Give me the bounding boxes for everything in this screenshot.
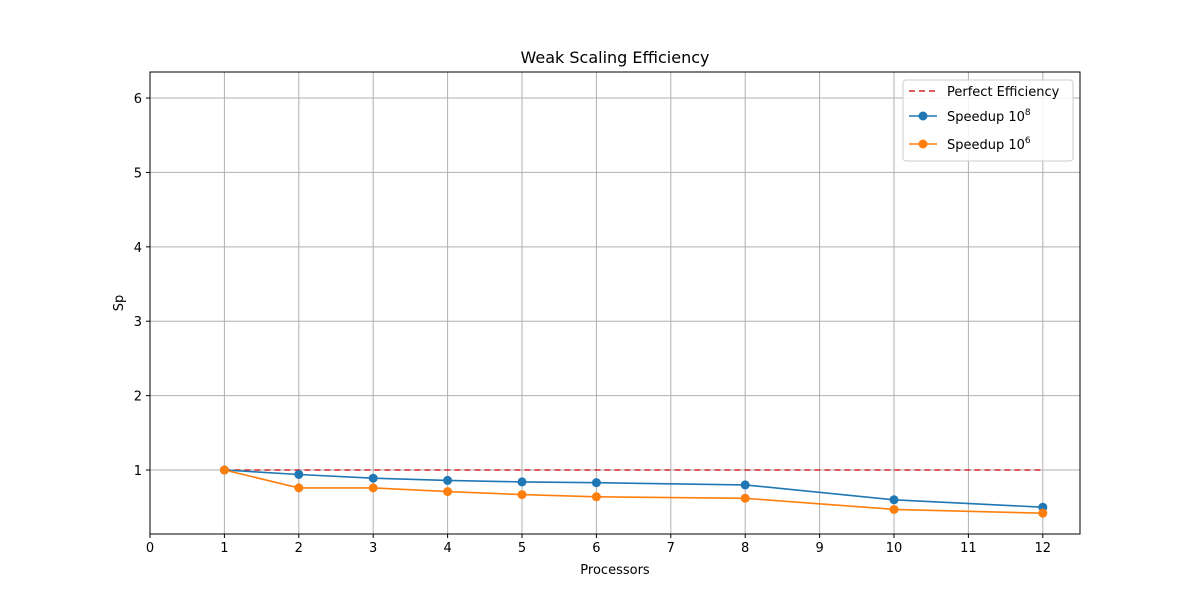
data-point [889,504,899,514]
y-tick-label: 3 [134,315,142,330]
y-tick-label: 4 [134,241,142,256]
x-tick-label: 11 [960,541,977,556]
data-point [591,478,601,488]
x-tick-label: 1 [220,541,228,556]
y-tick-label: 1 [134,464,142,479]
legend-label: Speedup 106 [947,136,1031,153]
x-tick-label: 7 [667,541,675,556]
data-point [889,495,899,505]
data-point [443,475,453,485]
data-point [740,480,750,490]
legend-label: Speedup 108 [947,108,1031,125]
data-point [1038,508,1048,518]
y-tick-label: 6 [134,92,142,107]
data-point [294,483,304,493]
data-point [368,483,378,493]
y-tick-label: 5 [134,166,142,181]
legend-marker [918,139,928,149]
data-point [368,473,378,483]
legend: Perfect Efficiency Speedup 108 Speedup 106 [902,79,1074,162]
x-tick-label: 4 [443,541,451,556]
y-tick-label: 2 [134,390,142,405]
data-point [219,465,229,475]
plot-area-frame [149,71,1081,535]
data-point [443,487,453,497]
x-tick-label: 6 [592,541,600,556]
x-tick-label: 12 [1035,541,1052,556]
x-tick-label: 10 [886,541,903,556]
x-tick-label: 3 [369,541,377,556]
data-point [294,469,304,479]
data-point [591,492,601,502]
x-tick-label: 8 [741,541,749,556]
data-point [517,477,527,487]
legend-box [902,79,1074,162]
y-axis-title: Sp [112,295,127,312]
x-axis-title: Processors [580,563,650,578]
legend-label: Perfect Efficiency [947,85,1060,100]
x-tick-label: 2 [295,541,303,556]
data-point [740,493,750,503]
x-tick-label: 5 [518,541,526,556]
chart-title: Weak Scaling Efficiency [521,48,710,67]
series-layer [219,465,1048,518]
x-tick-label: 0 [146,541,154,556]
x-tick-label: 9 [815,541,823,556]
data-point [517,490,527,500]
legend-marker [918,111,928,121]
series-2 [219,465,1048,518]
